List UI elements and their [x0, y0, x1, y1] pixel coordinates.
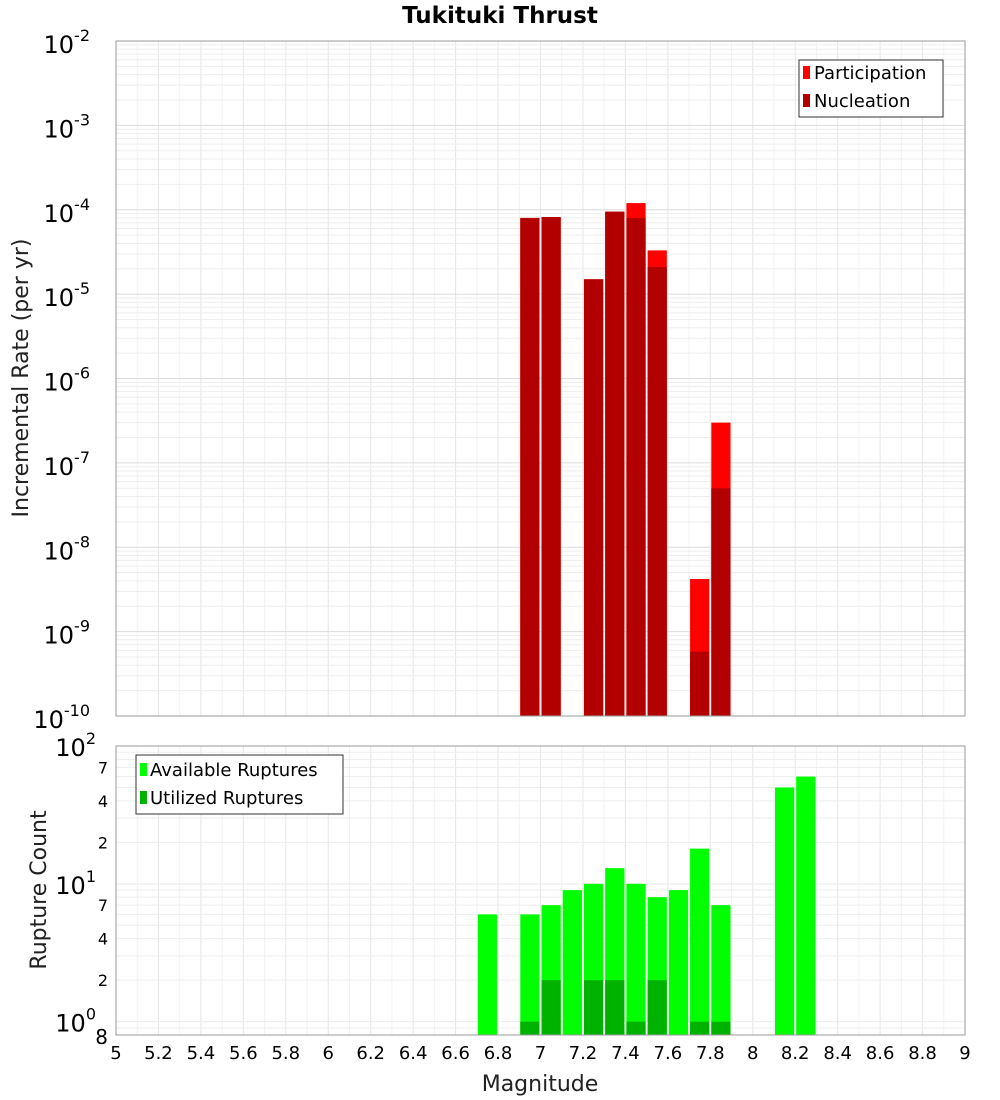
available-ruptures-bar [796, 776, 816, 1035]
nucleation-legend-label: Nucleation [814, 91, 910, 112]
count-y-major-tick-label: 100 [55, 1005, 96, 1038]
count-y-minor-tick-label: 2 [98, 971, 108, 990]
magnitude-x-tick-label: 5.6 [229, 1043, 258, 1064]
count-y-major-tick-label: 102 [55, 729, 96, 762]
utilized-ruptures-bar [605, 980, 625, 1035]
rate-y-tick-label: 10-4 [44, 195, 91, 228]
rupture-bars [477, 776, 816, 1035]
utilized-ruptures-legend-swatch [140, 791, 147, 804]
chart-title: Tukituki Thrust [402, 3, 598, 29]
count-y-minor-tick-label: 4 [98, 792, 108, 811]
rate-y-ticks: 10-10 10-9 10-8 10-7 10-6 10-5 10-4 10-3 10-2 [33, 26, 90, 734]
nucleation-bar [520, 217, 540, 716]
rate-y-axis-label: Incremental Rate (per yr) [9, 239, 34, 518]
available-ruptures-legend-swatch [140, 763, 147, 776]
nucleation-bar [690, 651, 710, 716]
rate-y-tick-label: 10-6 [44, 364, 91, 397]
participation-nucleation-panel: 10-10 10-9 10-8 10-7 10-6 10-5 10-4 10-3 10-2 In… [9, 26, 966, 734]
magnitude-x-axis-label: Magnitude [482, 1072, 599, 1097]
magnitude-x-tick-label: 6.2 [356, 1043, 385, 1064]
bottom-plot-frame [115, 745, 966, 1036]
magnitude-x-ticks: 5 5.2 5.4 5.6 5.8 6 6.2 6.4 6.6 6.8 7 7.2 7.4 7.6 7.8 8… [110, 1043, 970, 1064]
count-y-minor-tick-label: 4 [98, 930, 108, 949]
rate-y-tick-label: 10-7 [44, 448, 91, 481]
magnitude-x-tick-label: 7.8 [696, 1043, 725, 1064]
available-ruptures-bar [668, 890, 689, 1035]
rupture-count-panel: 100 101 102 8 2 4 7 2 4 7 5 5.2 5.4 5.6 5.8 6 6.2 6.4 6.6… [27, 729, 971, 1097]
top-grid [115, 41, 966, 717]
rate-y-tick-label: 10-9 [44, 617, 91, 650]
available-ruptures-bar [690, 848, 710, 1035]
available-ruptures-bar [562, 890, 582, 1035]
count-y-ticks: 100 101 102 8 2 4 7 2 4 7 [55, 729, 108, 1049]
count-y-minor-tick-label: 7 [98, 758, 108, 777]
rate-legend: Participation Nucleation [798, 59, 944, 118]
top-plot-frame [115, 40, 966, 717]
utilized-ruptures-bar [626, 1021, 646, 1035]
rupture-legend-box [135, 754, 344, 815]
available-ruptures-bar [711, 905, 731, 1035]
magnitude-x-tick-label: 6.8 [484, 1043, 513, 1064]
utilized-ruptures-bar [520, 1021, 540, 1035]
magnitude-x-tick-label: 8 [747, 1043, 758, 1064]
rate-legend-box [798, 59, 944, 118]
magnitude-x-tick-label: 7.4 [611, 1043, 640, 1064]
utilized-ruptures-bar [583, 980, 604, 1035]
available-ruptures-bar [774, 787, 795, 1035]
utilized-ruptures-bar [541, 980, 561, 1035]
magnitude-x-tick-label: 7.2 [569, 1043, 598, 1064]
count-y-minor-tick-label: 2 [98, 833, 108, 852]
count-y-axis-label: Rupture Count [27, 810, 52, 970]
available-ruptures-bar [477, 914, 498, 1035]
nucleation-bar [541, 217, 561, 716]
nucleation-bar [626, 217, 646, 716]
magnitude-x-tick-label: 7 [535, 1043, 546, 1064]
count-y-minor-tick-label: 7 [98, 896, 108, 915]
utilized-ruptures-bar [711, 1021, 731, 1035]
nucleation-bar [605, 211, 625, 716]
count-y-minor-tick-label: 8 [95, 1025, 108, 1049]
magnitude-x-tick-label: 8.2 [781, 1043, 810, 1064]
participation-legend-swatch [803, 66, 810, 79]
rate-y-tick-label: 10-5 [44, 279, 91, 312]
rupture-legend: Available Ruptures Utilized Ruptures [135, 754, 344, 815]
nucleation-bar [647, 266, 667, 716]
utilized-ruptures-bar [647, 980, 667, 1035]
rate-bars [520, 203, 731, 717]
count-y-major-tick-label: 101 [55, 867, 96, 900]
magnitude-x-tick-label: 6.4 [399, 1043, 428, 1064]
magnitude-x-tick-label: 6 [323, 1043, 334, 1064]
magnitude-x-tick-label: 5 [110, 1043, 121, 1064]
rate-y-tick-label: 10-3 [44, 110, 91, 143]
available-ruptures-bar [520, 914, 540, 1035]
magnitude-x-tick-label: 8.6 [866, 1043, 895, 1064]
nucleation-legend-swatch [803, 94, 810, 107]
magnitude-x-tick-label: 6.6 [441, 1043, 470, 1064]
utilized-ruptures-legend-label: Utilized Ruptures [150, 788, 303, 809]
rate-y-tick-label: 10-2 [44, 26, 91, 59]
magnitude-x-tick-label: 5.2 [144, 1043, 173, 1064]
available-ruptures-legend-label: Available Ruptures [150, 760, 318, 781]
magnitude-x-tick-label: 8.4 [823, 1043, 852, 1064]
rate-y-tick-label: 10-8 [44, 532, 91, 565]
utilized-ruptures-bar [690, 1021, 710, 1035]
magnitude-x-tick-label: 8.8 [908, 1043, 937, 1064]
magnitude-x-tick-label: 5.8 [271, 1043, 300, 1064]
rate-y-tick-label: 10-10 [33, 701, 90, 734]
magnitude-x-tick-label: 5.4 [187, 1043, 216, 1064]
available-ruptures-bar [626, 883, 646, 1035]
participation-legend-label: Participation [814, 63, 926, 84]
nucleation-bar [711, 488, 731, 716]
magnitude-x-tick-label: 9 [959, 1043, 970, 1064]
magnitude-x-tick-label: 7.6 [654, 1043, 683, 1064]
nucleation-bar [583, 279, 604, 716]
